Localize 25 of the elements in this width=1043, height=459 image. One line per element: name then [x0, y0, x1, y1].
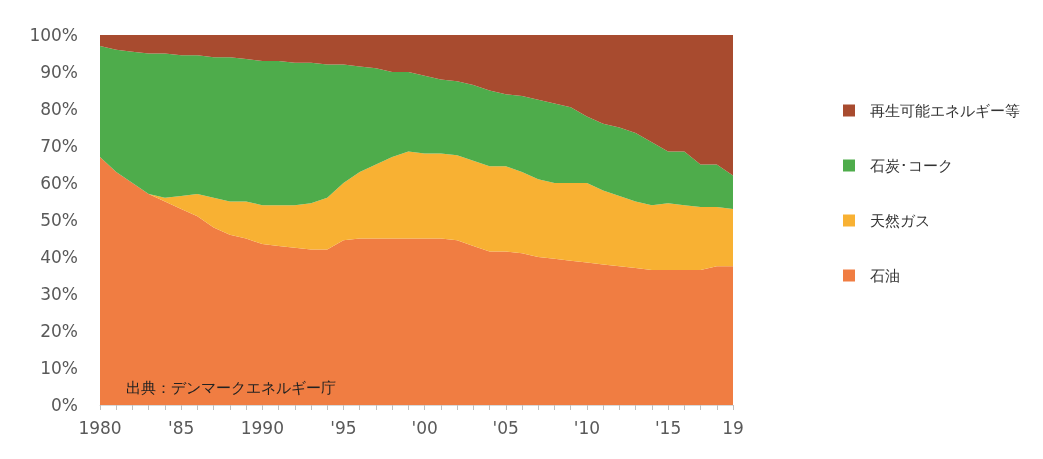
- y-tick-label: 70%: [40, 136, 78, 156]
- x-tick-label: 1980: [78, 417, 122, 438]
- x-tick-label: '95: [330, 417, 357, 438]
- y-tick-label: 80%: [40, 99, 78, 119]
- y-tick-label: 50%: [40, 210, 78, 230]
- x-tick-label: '10: [573, 417, 601, 438]
- x-tick-label: 19: [722, 417, 744, 438]
- x-tick-label: '05: [492, 417, 519, 438]
- x-tick-label: '85: [168, 417, 195, 438]
- y-tick-label: 10%: [40, 358, 78, 378]
- legend-label: 石油: [870, 266, 900, 285]
- y-tick-label: 20%: [40, 321, 78, 341]
- legend-label: 天然ガス: [870, 211, 930, 230]
- x-tick-label: '00: [411, 417, 438, 438]
- y-tick-label: 40%: [40, 247, 78, 267]
- legend-label: 石炭･コーク: [870, 156, 953, 175]
- y-tick-label: 30%: [40, 284, 78, 304]
- y-tick-label: 60%: [40, 173, 78, 193]
- y-tick-label: 0%: [51, 395, 78, 415]
- x-tick-label: '15: [654, 417, 682, 438]
- annotation: 出典：デンマークエネルギー庁: [126, 378, 336, 397]
- y-tick-label: 90%: [40, 62, 78, 82]
- legend-label: 再生可能エネルギー等: [870, 101, 1020, 120]
- x-tick-label: 1990: [240, 417, 284, 438]
- y-tick-label: 100%: [29, 25, 78, 45]
